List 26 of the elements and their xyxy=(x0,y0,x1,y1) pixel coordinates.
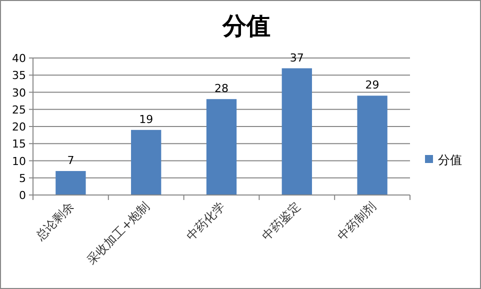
bar xyxy=(131,130,162,195)
y-tick-label: 25 xyxy=(12,103,26,116)
y-tick-label: 20 xyxy=(12,120,26,134)
data-label: 19 xyxy=(139,112,154,126)
x-tick-label: 采收加工+炮制 xyxy=(84,199,152,268)
bar xyxy=(206,99,237,195)
y-tick-label: 5 xyxy=(19,172,26,185)
bar xyxy=(357,96,388,195)
y-tick-label: 35 xyxy=(12,69,26,82)
data-label: 29 xyxy=(365,78,380,92)
x-tick-label: 中药鉴定 xyxy=(259,199,304,244)
data-label: 37 xyxy=(290,51,304,64)
legend-label: 分值 xyxy=(438,153,462,167)
y-tick-label: 15 xyxy=(12,138,26,151)
x-tick-label: 中药化学 xyxy=(184,199,228,244)
x-tick-label: 中药制剂 xyxy=(334,199,378,244)
bar xyxy=(282,68,312,195)
y-tick-label: 30 xyxy=(12,86,26,100)
bar xyxy=(56,171,86,195)
data-label: 7 xyxy=(67,154,74,168)
y-tick-label: 10 xyxy=(12,154,26,168)
chart-title: 分值 xyxy=(222,12,270,40)
data-label: 28 xyxy=(214,82,228,96)
y-tick-label: 40 xyxy=(12,52,26,65)
x-tick-label: 总论剩余 xyxy=(32,199,77,244)
y-tick-label: 0 xyxy=(19,189,26,202)
